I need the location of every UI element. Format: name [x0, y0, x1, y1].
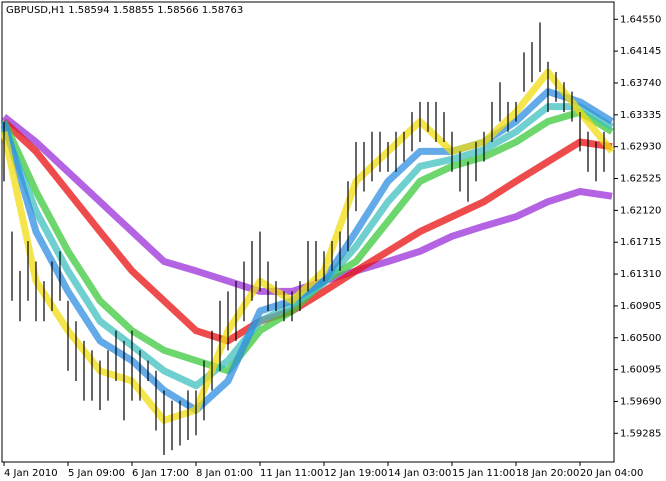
y-tick-label: 1.63335 [620, 110, 661, 121]
x-tick-label: 18 Jan 20:00 [516, 468, 579, 479]
x-tick-label: 4 Jan 2010 [4, 468, 58, 479]
x-tick-label: 14 Jan 03:00 [388, 468, 451, 479]
ma-line [1, 118, 613, 345]
y-tick-label: 1.62525 [620, 174, 661, 185]
y-tick-label: 1.62120 [620, 205, 661, 216]
x-tick-label: 5 Jan 09:00 [68, 468, 125, 479]
plot-frame [1, 1, 615, 463]
x-tick-label: 8 Jan 01:00 [196, 468, 253, 479]
y-tick-label: 1.59690 [620, 396, 661, 407]
x-tick-label: 6 Jan 17:00 [132, 468, 189, 479]
y-tick-label: 1.60095 [620, 365, 661, 376]
y-tick-label: 1.59285 [620, 428, 661, 439]
y-tick-label: 1.61310 [620, 269, 661, 280]
y-tick-label: 1.64550 [620, 14, 661, 25]
x-tick-label: 12 Jan 19:00 [324, 468, 387, 479]
y-tick-label: 1.60500 [620, 333, 661, 344]
chart-title: GBPUSD,H1 1.58594 1.58855 1.58566 1.5876… [6, 5, 243, 16]
x-tick-label: 11 Jan 11:00 [260, 468, 323, 479]
y-tick-label: 1.61715 [620, 237, 661, 248]
x-tick-label: 20 Jan 04:00 [580, 468, 643, 479]
y-tick-label: 1.62930 [620, 142, 661, 153]
y-tick-label: 1.64145 [620, 46, 661, 57]
y-tick-label: 1.63740 [620, 78, 661, 89]
y-tick-label: 1.60905 [620, 301, 661, 312]
x-tick-label: 15 Jan 11:00 [452, 468, 515, 479]
